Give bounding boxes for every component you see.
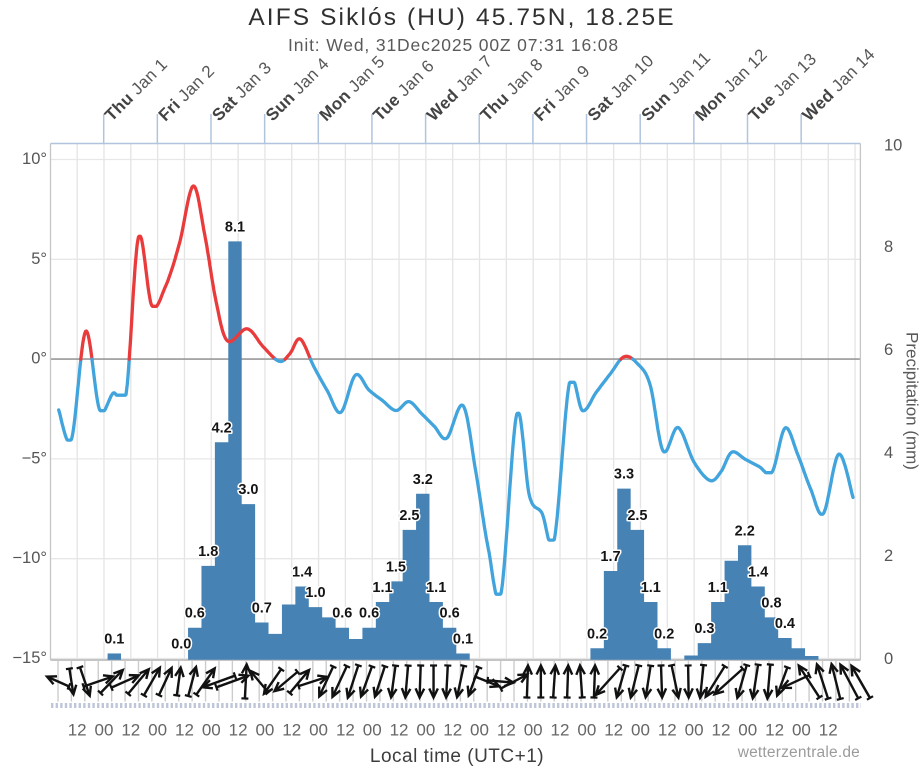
svg-text:00: 00	[202, 721, 221, 740]
svg-text:2: 2	[884, 547, 893, 565]
svg-text:0.2: 0.2	[587, 626, 607, 642]
svg-text:00: 00	[685, 721, 704, 740]
svg-text:4: 4	[884, 444, 893, 462]
svg-text:Precipitation (mm): Precipitation (mm)	[903, 332, 921, 470]
svg-text:8: 8	[884, 238, 893, 256]
svg-text:00: 00	[95, 721, 114, 740]
svg-text:0.7: 0.7	[252, 601, 272, 617]
svg-text:12: 12	[658, 721, 677, 740]
svg-text:00: 00	[631, 721, 650, 740]
svg-text:12: 12	[68, 721, 87, 740]
svg-text:10: 10	[884, 137, 902, 155]
svg-text:Local time (UTC+1): Local time (UTC+1)	[370, 746, 544, 767]
svg-text:2.5: 2.5	[627, 508, 647, 524]
svg-text:12: 12	[819, 721, 838, 740]
svg-text:−15°: −15°	[12, 649, 47, 667]
svg-text:4.2: 4.2	[212, 420, 232, 436]
svg-text:12: 12	[551, 721, 570, 740]
svg-text:1.1: 1.1	[426, 580, 446, 596]
svg-text:6: 6	[884, 341, 893, 359]
svg-text:12: 12	[336, 721, 355, 740]
svg-text:0.1: 0.1	[453, 631, 473, 647]
svg-text:12: 12	[711, 721, 730, 740]
svg-text:wetterzentrale.de: wetterzentrale.de	[737, 744, 860, 761]
svg-text:12: 12	[765, 721, 784, 740]
svg-text:0.6: 0.6	[359, 606, 379, 622]
svg-text:5°: 5°	[31, 250, 47, 268]
svg-text:1.1: 1.1	[708, 580, 728, 596]
svg-text:00: 00	[524, 721, 543, 740]
svg-text:1.7: 1.7	[600, 549, 620, 565]
svg-text:0.6: 0.6	[185, 606, 205, 622]
svg-text:0°: 0°	[31, 350, 47, 368]
svg-text:−10°: −10°	[12, 549, 47, 567]
svg-text:1.8: 1.8	[198, 544, 218, 560]
svg-text:12: 12	[282, 721, 301, 740]
svg-text:12: 12	[604, 721, 623, 740]
svg-text:8.1: 8.1	[225, 219, 245, 235]
svg-text:1.0: 1.0	[305, 585, 325, 601]
svg-text:2.5: 2.5	[399, 508, 419, 524]
svg-text:AIFS Siklós (HU) 45.75N, 18.25: AIFS Siklós (HU) 45.75N, 18.25E	[248, 4, 675, 31]
svg-text:3.3: 3.3	[614, 467, 634, 483]
svg-text:00: 00	[792, 721, 811, 740]
svg-text:12: 12	[121, 721, 140, 740]
svg-text:00: 00	[416, 721, 435, 740]
svg-text:−5°: −5°	[22, 449, 47, 467]
svg-text:12: 12	[390, 721, 409, 740]
svg-text:00: 00	[363, 721, 382, 740]
svg-text:00: 00	[577, 721, 596, 740]
svg-text:12: 12	[175, 721, 194, 740]
svg-text:3.0: 3.0	[238, 482, 258, 498]
svg-text:2.2: 2.2	[735, 523, 755, 539]
svg-text:0.8: 0.8	[761, 595, 781, 611]
svg-text:10°: 10°	[22, 150, 47, 168]
svg-text:1.4: 1.4	[748, 565, 768, 581]
svg-text:0.3: 0.3	[694, 621, 714, 637]
svg-text:1.1: 1.1	[641, 580, 661, 596]
svg-text:0.2: 0.2	[654, 626, 674, 642]
svg-text:1.5: 1.5	[386, 559, 406, 575]
svg-text:12: 12	[229, 721, 248, 740]
svg-text:1.1: 1.1	[372, 580, 392, 596]
svg-text:Init: Wed, 31Dec2025 00Z 07:31: Init: Wed, 31Dec2025 00Z 07:31 16:08	[288, 35, 619, 55]
svg-text:3.2: 3.2	[413, 472, 433, 488]
svg-text:00: 00	[470, 721, 489, 740]
svg-text:0.4: 0.4	[775, 616, 795, 632]
svg-text:00: 00	[255, 721, 274, 740]
svg-text:00: 00	[738, 721, 757, 740]
svg-text:00: 00	[148, 721, 167, 740]
svg-text:12: 12	[443, 721, 462, 740]
svg-text:0.6: 0.6	[332, 606, 352, 622]
svg-text:0.1: 0.1	[104, 631, 124, 647]
svg-text:0.6: 0.6	[440, 606, 460, 622]
svg-text:0.0: 0.0	[171, 637, 191, 653]
svg-text:12: 12	[497, 721, 516, 740]
svg-text:00: 00	[309, 721, 328, 740]
svg-text:0: 0	[884, 650, 893, 668]
svg-text:1.4: 1.4	[292, 565, 312, 581]
